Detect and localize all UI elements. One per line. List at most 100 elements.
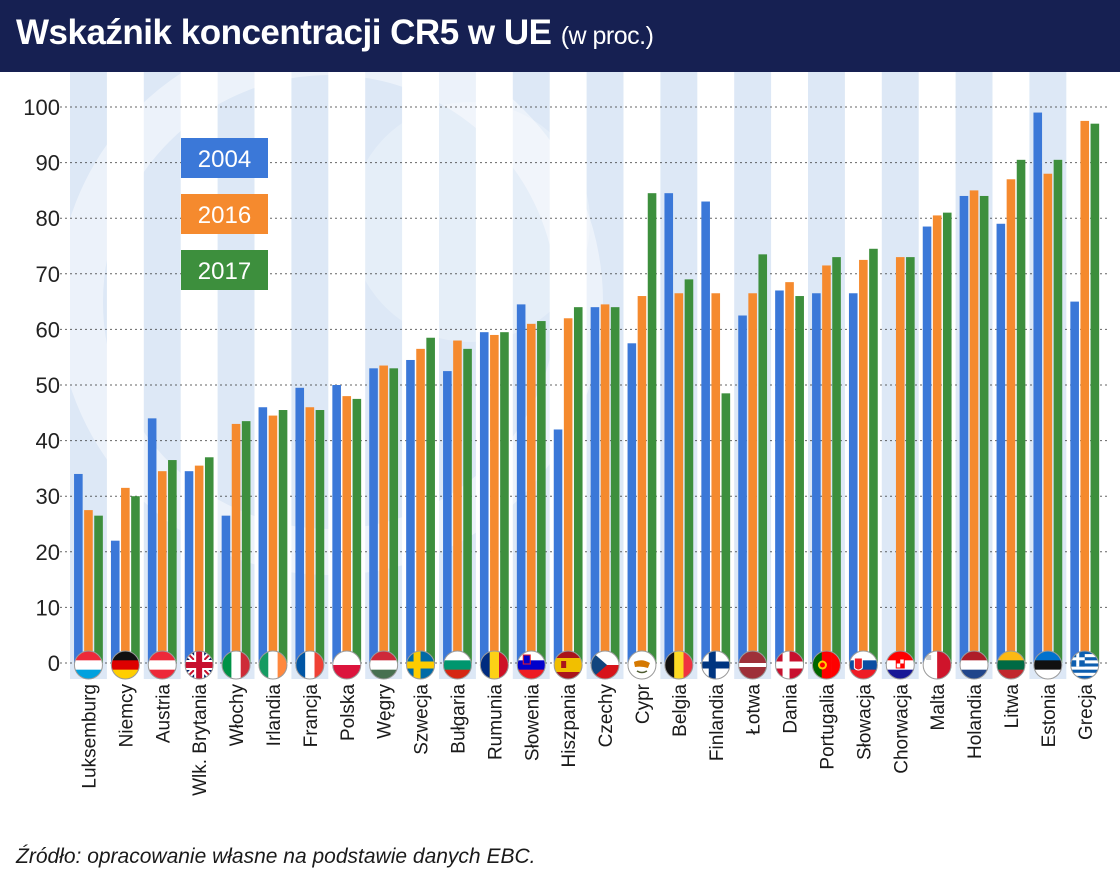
legend-swatch-2016 — [181, 194, 268, 234]
bar-2004 — [922, 226, 932, 664]
x-tick-label: Finlandia — [707, 684, 728, 762]
flag-netherlands-icon — [959, 650, 989, 680]
y-tick-label: 50 — [36, 373, 60, 398]
bar-2016 — [157, 471, 167, 663]
legend-label-2004: 2004 — [198, 146, 251, 173]
x-tick-label: Holandia — [965, 684, 986, 759]
flag-slovenia-icon — [516, 650, 546, 680]
bar-2016 — [416, 348, 425, 663]
y-tick-label: 10 — [36, 595, 60, 620]
x-tick-label: Polska — [338, 684, 359, 741]
bar-2016 — [785, 282, 794, 663]
x-tick-label: Irlandia — [264, 684, 285, 747]
bar-2017 — [906, 257, 915, 663]
x-tick-label: Czechy — [596, 684, 617, 748]
bar-2004 — [295, 387, 305, 663]
bar-2004 — [184, 471, 194, 663]
bar-2004 — [369, 368, 378, 663]
bar-2017 — [94, 515, 103, 663]
bar-2016 — [84, 510, 93, 663]
bar-2004 — [479, 332, 489, 663]
flag-spain-icon — [553, 650, 583, 680]
bar-2004 — [553, 429, 563, 663]
flag-ireland-icon — [258, 650, 288, 680]
x-tick-label: Austria — [153, 684, 174, 744]
bar-2017 — [131, 496, 140, 663]
flag-slovakia-icon — [848, 650, 878, 680]
x-tick-label: Szwecja — [412, 684, 433, 755]
bar-2016 — [563, 318, 573, 663]
flags — [73, 650, 1100, 680]
y-tick-label: 0 — [48, 651, 60, 676]
bar-2017 — [758, 254, 768, 663]
bar-2004 — [959, 195, 969, 663]
x-tick-label: Rumunia — [485, 684, 506, 760]
bar-2004 — [147, 418, 157, 663]
bar-2017 — [610, 307, 620, 663]
bar-2017 — [647, 193, 657, 663]
legend-swatch-2004 — [181, 138, 268, 178]
bar-2016 — [231, 423, 241, 663]
y-axis: 0 10 20 30 40 50 60 70 80 90 100 — [23, 95, 60, 676]
bar-2016 — [526, 323, 536, 663]
legend-swatch-2017 — [181, 250, 268, 290]
x-tick-label: Francja — [301, 684, 322, 748]
bar-2017 — [500, 332, 509, 663]
flag-uk-icon — [184, 650, 214, 680]
bar-2017 — [426, 337, 435, 663]
bar-2016 — [121, 487, 130, 663]
bar-2004 — [110, 540, 120, 663]
bar-2004 — [738, 315, 747, 663]
bar-2016 — [748, 293, 757, 663]
flag-portugal-icon — [811, 650, 841, 680]
flag-malta-icon — [922, 650, 952, 680]
bars — [74, 112, 1100, 664]
bar-2004 — [996, 223, 1006, 663]
bar-2017 — [537, 321, 546, 663]
bar-2016 — [342, 396, 352, 663]
x-tick-label: Portugalia — [817, 684, 838, 770]
bar-2017 — [832, 257, 841, 663]
bar-2017 — [684, 279, 694, 663]
bar-2017 — [204, 457, 214, 663]
bar-2017 — [795, 296, 804, 663]
bar-2004 — [443, 371, 452, 663]
flag-poland-icon — [332, 650, 362, 680]
bar-2004 — [516, 304, 526, 663]
watermark-disc — [350, 102, 590, 342]
flag-austria-icon — [147, 650, 177, 680]
flag-denmark-icon — [775, 650, 805, 680]
y-tick-label: 20 — [36, 540, 60, 565]
bar-2017 — [315, 410, 325, 663]
y-tick-label: 30 — [36, 484, 60, 509]
flag-greece-icon — [1070, 650, 1100, 680]
bar-2017 — [241, 421, 251, 663]
x-tick-label: Słowenia — [522, 684, 543, 762]
bar-2004 — [258, 407, 268, 663]
bar-2016 — [895, 257, 905, 663]
bar-2004 — [590, 307, 600, 663]
title-main: Wskaźnik koncentracji CR5 w UE — [16, 13, 552, 52]
y-tick-label: 70 — [36, 262, 60, 287]
bar-2004 — [1070, 301, 1079, 663]
flag-luxembourg-icon — [73, 650, 103, 680]
x-tick-label: Włochy — [227, 684, 248, 747]
flag-latvia-icon — [738, 650, 768, 680]
flag-germany-icon — [110, 650, 140, 680]
flag-romania-icon — [479, 650, 509, 680]
x-tick-label: Hiszpania — [559, 684, 580, 768]
bar-2004 — [701, 201, 710, 663]
flag-lithuania-icon — [996, 650, 1026, 680]
bar-2004 — [812, 293, 821, 663]
legend-label-2016: 2016 — [198, 202, 251, 229]
x-tick-label: Niemcy — [116, 684, 137, 748]
x-tick-label: Belgia — [670, 684, 691, 737]
bar-chart: 0 10 20 30 40 50 60 70 80 90 100 Luksemburg Niemcy A… — [23, 72, 1110, 796]
y-tick-label: 100 — [23, 95, 60, 120]
bar-2017 — [168, 460, 177, 663]
bar-2017 — [869, 248, 878, 663]
flag-czechia-icon — [590, 650, 620, 680]
x-tick-label: Cypr — [633, 683, 654, 724]
flag-hungary-icon — [369, 650, 399, 680]
flag-italy-icon — [221, 650, 251, 680]
